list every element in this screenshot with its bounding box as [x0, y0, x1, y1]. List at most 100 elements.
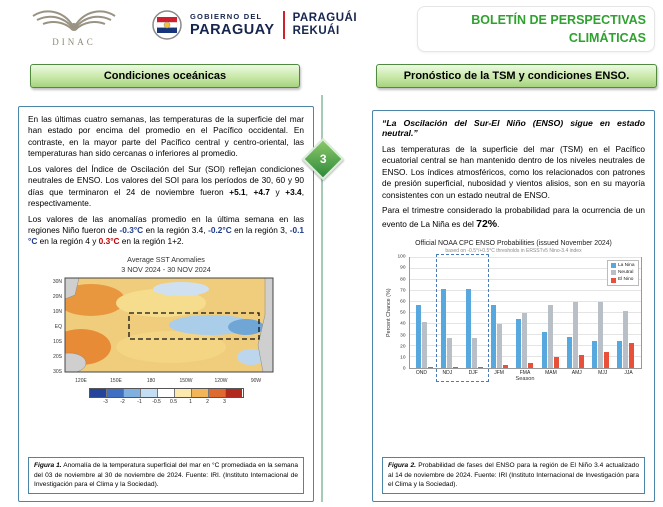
map-lat-label-30n: 30N	[53, 279, 63, 285]
map-lon-label-150w: 150W	[179, 378, 192, 384]
map-lat-label-20s: 20S	[53, 354, 63, 360]
bar-la-nina-jja	[617, 340, 623, 369]
bar-neutral-djf	[472, 338, 478, 369]
gov-right-line1: PARAGUÁI	[292, 11, 358, 24]
nino-lead: Los valores de las anomalías promedio en…	[28, 213, 304, 235]
map-lon-label-150e: 150E	[110, 378, 122, 384]
nino-seg2: en la región 3,	[231, 224, 290, 235]
bar-group-fma	[516, 258, 534, 369]
bar-neutral-mam	[547, 305, 553, 369]
bar-neutral-mjj	[598, 302, 604, 369]
chart-title: Official NOAA CPC ENSO Probabilities (is…	[415, 240, 612, 248]
chart-subtitle: based on -0.5°/+0.5°C thresholds in ERSS…	[445, 248, 582, 255]
legend-swatch-icon	[610, 270, 616, 276]
bar-group-jja	[617, 258, 635, 369]
gov-red-divider	[282, 11, 285, 39]
bar-la-nina-fma	[516, 318, 522, 369]
dinac-label: DINAC	[52, 37, 96, 47]
y-tick: 0	[402, 366, 406, 372]
soi-value-90d: +3.4	[285, 186, 302, 197]
ocean-conditions-box: En las últimas cuatro semanas, las tempe…	[18, 106, 314, 502]
colorbar-segment	[226, 389, 243, 398]
header: DINAC GOBIERNO DEL PARAGUAY PARAGUÁI REK…	[0, 0, 663, 60]
legend-swatch-icon	[610, 277, 616, 283]
y-axis-label: Percent Chance (%)	[385, 288, 392, 338]
paraguay-government-logo: GOBIERNO DEL PARAGUAY PARAGUÁI REKUÁI	[152, 10, 357, 40]
colorbar-segment	[140, 389, 158, 398]
y-tick: 60	[400, 299, 406, 305]
figure1-sst-map: Average SST Anomalies 3 NOV 2024 - 30 NO…	[28, 255, 304, 406]
bar-el-nino-djf	[478, 367, 484, 369]
colorbar-label: -2	[120, 399, 125, 406]
legend-label: Neutral	[617, 270, 634, 276]
bar-neutral-amj	[572, 302, 578, 369]
colorbar-segment	[89, 389, 107, 398]
y-tick: 50	[400, 310, 406, 316]
column-divider	[321, 95, 323, 502]
gov-emblem-icon	[152, 10, 182, 40]
soi-value-30d: +5.1	[229, 186, 246, 197]
anomaly-region-3: -0.2°C	[208, 224, 232, 235]
bar-group-mjj	[592, 258, 610, 369]
map-title-line2: 3 NOV 2024 - 30 NOV 2024	[121, 264, 211, 274]
bar-la-nina-ond	[415, 305, 421, 369]
gridline	[409, 290, 641, 292]
soi-tail: , respectivamente.	[28, 186, 304, 209]
y-tick: 10	[400, 355, 406, 361]
x-tick: JJA	[624, 370, 633, 377]
figure2-caption: Figura 2. Probabilidad de fases del ENSO…	[382, 457, 645, 494]
legend-item: Neutral	[610, 269, 635, 276]
bar-group-mam	[541, 258, 559, 369]
figure1-colorbar: -3 -2 -1 -0.5 0.5 1 2 3	[28, 388, 304, 406]
bar-neutral-ndj	[446, 338, 452, 369]
bar-group-jfm	[491, 258, 509, 369]
figure1-caption: Figura 1. Anomalía de la temperatura sup…	[28, 457, 304, 494]
map-lon-label-120e: 120E	[75, 378, 87, 384]
x-axis-label: Season	[515, 376, 535, 383]
colorbar-label: -0.5	[152, 399, 161, 406]
enso-status-quote: “La Oscilación del Sur-El Niño (ENSO) si…	[382, 118, 645, 138]
bar-el-nino-jfm	[503, 364, 509, 369]
soi-value-60d: +4.7	[253, 186, 270, 197]
x-tick: AMJ	[571, 370, 582, 377]
colorbar-segment	[209, 389, 227, 398]
anomaly-region-4: -0.1 °C	[28, 224, 304, 247]
colorbar-label: 3	[223, 399, 226, 406]
x-tick: OND	[415, 370, 427, 377]
bar-el-nino-mam	[553, 357, 559, 369]
la-nina-probability-value: 72%	[476, 217, 498, 230]
map-lat-label-10s: 10S	[53, 339, 63, 345]
x-tick: NDJ	[442, 370, 453, 377]
colorbar-segment	[106, 389, 124, 398]
bulletin-title-line1: BOLETÍN DE PERSPECTIVAS	[471, 13, 646, 27]
paragraph-soi: Los valores del Índice de Oscilación del…	[28, 164, 304, 210]
banner-condiciones-oceanicas: Condiciones oceánicas	[30, 64, 300, 88]
chart-body: Percent Chance (%) 0 10 20 30 40 50 60 70 80 90 10…	[385, 254, 642, 383]
bar-neutral-fma	[522, 313, 528, 369]
bar-la-nina-amj	[566, 337, 572, 369]
colorbar-segment	[175, 389, 193, 398]
anomaly-region-3-4: -0.3°C	[119, 224, 144, 235]
colorbar-segment	[157, 389, 176, 398]
anomaly-region-1-2: 0.3°C	[98, 236, 120, 247]
soi-lead: Los valores del Índice de Oscilación del…	[28, 163, 304, 197]
colorbar-label: 2	[206, 399, 209, 406]
legend-item: La Nina	[610, 262, 635, 269]
map-lat-label-30s: 30S	[53, 369, 63, 375]
colorbar-segments	[88, 388, 244, 399]
paragraph-nino-regions: Los valores de las anomalías promedio en…	[28, 214, 304, 248]
x-tick: JFM	[494, 370, 504, 377]
colorbar-label: 0.5	[170, 399, 177, 406]
legend-swatch-icon	[610, 263, 616, 269]
bar-el-nino-amj	[578, 354, 584, 369]
bar-el-nino-ndj	[452, 367, 458, 369]
bar-group-ond	[415, 258, 433, 369]
map-lat-label-20n: 20N	[53, 294, 63, 300]
bar-la-nina-mam	[541, 331, 547, 369]
x-tick: MAM	[545, 370, 557, 377]
banner-left-label: Condiciones oceánicas	[103, 70, 227, 82]
bar-el-nino-jja	[629, 342, 635, 369]
map-lat-label-eq: EQ	[55, 324, 62, 330]
colorbar-label: 1	[189, 399, 192, 406]
gov-wordmark-es: GOBIERNO DEL PARAGUAY	[190, 13, 275, 37]
